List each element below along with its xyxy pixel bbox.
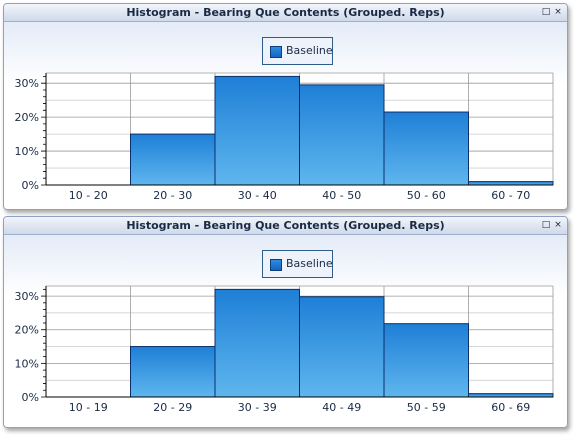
x-tick-label: 60 - 69 bbox=[491, 401, 530, 414]
legend-label: Baseline bbox=[286, 257, 333, 270]
x-tick-label: 50 - 60 bbox=[407, 189, 446, 202]
histogram-bar bbox=[214, 75, 300, 186]
panel-titlebar[interactable]: Histogram - Bearing Que Contents (Groupe… bbox=[4, 4, 567, 22]
panel-titlebar[interactable]: Histogram - Bearing Que Contents (Groupe… bbox=[4, 217, 567, 235]
histogram-bar bbox=[468, 181, 554, 186]
y-tick-label: 10% bbox=[15, 145, 39, 158]
x-tick-label: 20 - 29 bbox=[153, 401, 192, 414]
x-tick-label: 40 - 49 bbox=[322, 401, 361, 414]
x-tick-label: 40 - 50 bbox=[322, 189, 361, 202]
histogram-bar bbox=[468, 393, 554, 398]
histogram-bar bbox=[299, 84, 385, 186]
y-tick-label: 30% bbox=[15, 290, 39, 303]
panel-title: Histogram - Bearing Que Contents (Groupe… bbox=[126, 6, 445, 19]
x-tick-label: 30 - 40 bbox=[238, 189, 277, 202]
y-tick-label: 20% bbox=[15, 324, 39, 337]
histogram-bar bbox=[299, 296, 385, 398]
panel-title: Histogram - Bearing Que Contents (Groupe… bbox=[126, 219, 445, 232]
histogram-panel-bottom: Histogram - Bearing Que Contents (Groupe… bbox=[3, 216, 568, 428]
x-tick-label: 60 - 70 bbox=[491, 189, 530, 202]
y-tick-label: 20% bbox=[15, 111, 39, 124]
histogram-chart: 0% 10% 20% 30% 10 - 19 20 - 29 30 - 39 40 - 49 5… bbox=[15, 285, 554, 414]
histogram-bar bbox=[383, 323, 469, 398]
x-tick-label: 50 - 59 bbox=[407, 401, 446, 414]
histogram-bar bbox=[383, 111, 469, 186]
histogram-bar bbox=[130, 346, 216, 398]
x-tick-label: 30 - 39 bbox=[238, 401, 277, 414]
y-tick-label: 0% bbox=[22, 391, 39, 404]
histogram-chart: 0% 10% 20% 30% 10 - 20 20 - 30 30 - 40 40 - 50 5… bbox=[15, 72, 554, 202]
legend-label: Baseline bbox=[286, 44, 333, 57]
x-tick-label: 10 - 20 bbox=[69, 189, 108, 202]
legend-swatch bbox=[270, 46, 282, 58]
close-icon[interactable]: × bbox=[554, 220, 562, 230]
chart-legend[interactable]: Baseline bbox=[262, 250, 333, 278]
restore-icon[interactable]: □ bbox=[541, 220, 551, 230]
x-tick-label: 10 - 19 bbox=[69, 401, 108, 414]
y-tick-label: 30% bbox=[15, 77, 39, 90]
histogram-bar bbox=[130, 133, 216, 186]
legend-swatch bbox=[270, 259, 282, 271]
y-tick-label: 10% bbox=[15, 357, 39, 370]
histogram-panel-top: Histogram - Bearing Que Contents (Groupe… bbox=[3, 3, 568, 210]
chart-legend[interactable]: Baseline bbox=[262, 37, 333, 65]
histogram-bar bbox=[214, 288, 300, 398]
y-tick-label: 0% bbox=[22, 179, 39, 192]
close-icon[interactable]: × bbox=[554, 7, 562, 17]
x-tick-label: 20 - 30 bbox=[153, 189, 192, 202]
restore-icon[interactable]: □ bbox=[541, 7, 551, 17]
